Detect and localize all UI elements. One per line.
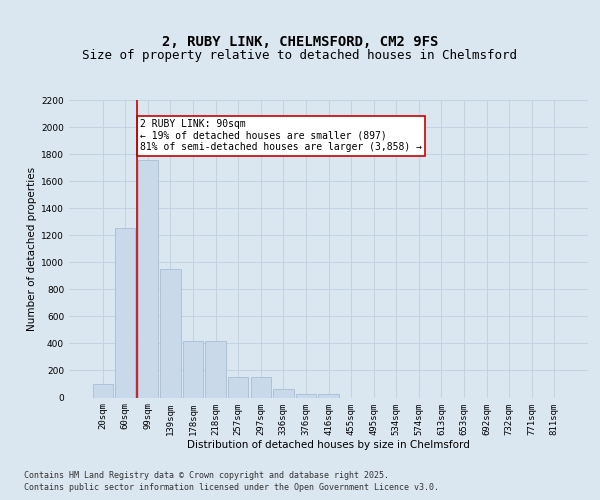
Bar (228, 376, 248, 398)
Text: Contains public sector information licensed under the Open Government Licence v3: Contains public sector information licen… (24, 482, 439, 492)
Text: 2, RUBY LINK, CHELMSFORD, CM2 9FS: 2, RUBY LINK, CHELMSFORD, CM2 9FS (162, 36, 438, 50)
Bar (319, 394, 338, 398)
Bar (115, 228, 136, 398)
Bar (251, 376, 271, 398)
Bar (273, 390, 293, 398)
X-axis label: Distribution of detached houses by size in Chelmsford: Distribution of detached houses by size … (187, 440, 470, 450)
Text: Contains HM Land Registry data © Crown copyright and database right 2025.: Contains HM Land Registry data © Crown c… (24, 472, 389, 480)
Bar (160, 269, 181, 398)
Text: Size of property relative to detached houses in Chelmsford: Size of property relative to detached ho… (83, 50, 517, 62)
Bar (138, 160, 158, 398)
Bar (296, 394, 316, 398)
Bar (92, 384, 113, 398)
Bar (183, 342, 203, 398)
Text: 2 RUBY LINK: 90sqm
← 19% of detached houses are smaller (897)
81% of semi-detach: 2 RUBY LINK: 90sqm ← 19% of detached hou… (140, 119, 422, 152)
Y-axis label: Number of detached properties: Number of detached properties (27, 166, 37, 331)
Bar (205, 342, 226, 398)
